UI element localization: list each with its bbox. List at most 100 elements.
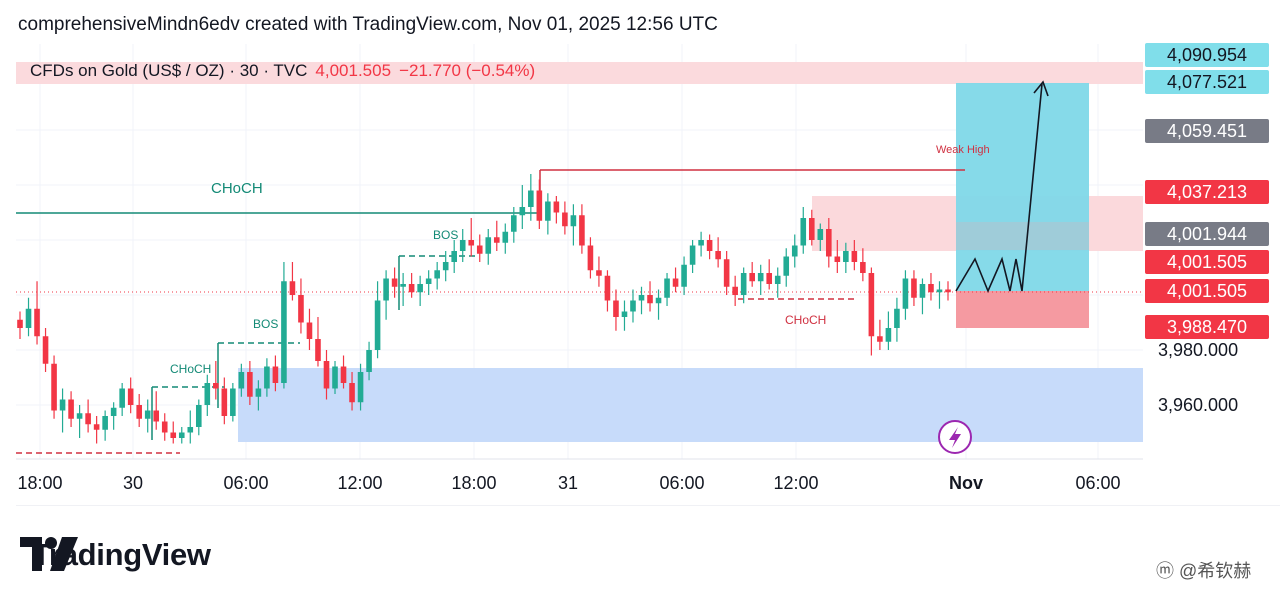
price-label-8: 3,988.470 xyxy=(1145,315,1269,339)
candle-body xyxy=(76,413,83,419)
price-label-1: 4,090.954 xyxy=(1145,43,1269,67)
candle-body xyxy=(885,328,892,342)
price-label-7: 4,001.505 xyxy=(1145,279,1269,303)
candle-body xyxy=(519,207,526,216)
time-label: 06:00 xyxy=(659,473,705,493)
candle-body xyxy=(136,405,142,419)
chart-attribution: comprehensiveMindn6edv created with Trad… xyxy=(18,14,718,35)
choch-label-top: CHoCH xyxy=(211,180,263,197)
bos-label-2: BOS xyxy=(433,228,458,242)
candle-body xyxy=(732,286,738,295)
candle-body xyxy=(877,336,883,342)
candle-body xyxy=(374,300,381,350)
candle-body xyxy=(681,264,687,287)
candle-body xyxy=(323,361,330,389)
candle-body xyxy=(59,399,66,411)
projection-arrowhead xyxy=(1033,80,1049,97)
candle-body xyxy=(417,284,423,293)
candle-body xyxy=(587,245,594,271)
candle-body xyxy=(468,240,475,246)
candles-group xyxy=(17,174,951,444)
candle-body xyxy=(332,366,338,389)
candle-body xyxy=(536,190,543,221)
candle-body xyxy=(664,278,670,298)
time-label: 06:00 xyxy=(1075,473,1121,493)
candle-body xyxy=(119,388,125,408)
candle-body xyxy=(153,410,160,422)
candle-body xyxy=(400,284,406,287)
candle-body xyxy=(213,383,219,389)
entry-band xyxy=(956,222,1089,250)
candle-body xyxy=(723,259,730,287)
candle-body xyxy=(621,311,628,317)
candle-body xyxy=(195,405,202,427)
watermark: ⓜ @希钦赫 xyxy=(1156,561,1252,581)
candle-body xyxy=(689,245,696,265)
stop-zone xyxy=(956,291,1089,328)
candle-body xyxy=(911,278,917,298)
candle-body xyxy=(170,432,177,438)
lightning-icon-glyph xyxy=(949,427,961,448)
candle-body xyxy=(826,229,832,257)
candle-body xyxy=(894,308,900,328)
weak-high-label: Weak High xyxy=(936,144,990,156)
candle-body xyxy=(204,383,211,405)
candle-body xyxy=(928,284,934,293)
candle-body xyxy=(161,421,168,433)
candle-body xyxy=(740,273,747,295)
candle-body xyxy=(596,270,602,276)
candle-body xyxy=(238,372,245,389)
chart-area[interactable]: CHoCH BOS BOS CHoCH CHoCH Weak High xyxy=(0,44,1280,506)
candle-body xyxy=(800,218,807,246)
candle-body xyxy=(476,245,483,254)
price-label-2: 4,077.521 xyxy=(1145,70,1269,94)
candle-body xyxy=(281,281,287,383)
candle-body xyxy=(485,237,492,254)
candle-body xyxy=(774,275,781,284)
choch-label-left: CHoCH xyxy=(170,362,211,376)
candle-body xyxy=(459,240,466,251)
candle-body xyxy=(247,372,253,397)
candle-body xyxy=(102,416,108,430)
candle-body xyxy=(493,237,500,243)
candle-body xyxy=(936,289,943,293)
last-price: 4,001.505 xyxy=(315,61,392,80)
candle-body xyxy=(366,350,372,372)
symbol-legend: CFDs on Gold (US$ / OZ) · 30 · TVC 4,001.… xyxy=(30,61,535,81)
time-label: 30 xyxy=(122,473,144,493)
time-label: 18:00 xyxy=(17,473,63,493)
symbol-name: CFDs on Gold (US$ / OZ) · 30 · TVC xyxy=(30,61,308,80)
candle-body xyxy=(93,424,100,430)
candle-body xyxy=(289,281,296,295)
time-label: Nov xyxy=(948,473,984,493)
candle-body xyxy=(51,363,57,411)
candle-body xyxy=(221,388,228,416)
candle-body xyxy=(919,284,926,298)
projection-path xyxy=(955,83,1043,294)
candle-body xyxy=(25,308,32,328)
candle-body xyxy=(357,372,364,403)
candle-body xyxy=(817,229,824,240)
candle-body xyxy=(408,284,415,293)
candle-body xyxy=(264,366,270,389)
candle-body xyxy=(766,273,773,284)
candle-body xyxy=(144,410,151,419)
tradingview-logo[interactable]: TradingView xyxy=(20,537,211,573)
price-chart[interactable]: CHoCH BOS BOS CHoCH CHoCH Weak High xyxy=(0,44,1280,506)
candle-body xyxy=(851,251,858,262)
candle-body xyxy=(579,215,585,246)
candle-body xyxy=(187,427,194,433)
candle-body xyxy=(698,240,704,246)
candle-body xyxy=(383,278,389,301)
candle-body xyxy=(808,218,815,240)
candle-body xyxy=(272,366,279,383)
candle-body xyxy=(110,407,117,416)
candle-body xyxy=(391,278,398,287)
candle-body xyxy=(340,366,347,383)
candle-body xyxy=(255,388,262,397)
price-label-3: 4,059.451 xyxy=(1145,119,1269,143)
candle-body xyxy=(843,251,849,262)
candle-body xyxy=(34,308,40,337)
candle-body xyxy=(945,289,951,293)
candle-body xyxy=(68,399,74,419)
